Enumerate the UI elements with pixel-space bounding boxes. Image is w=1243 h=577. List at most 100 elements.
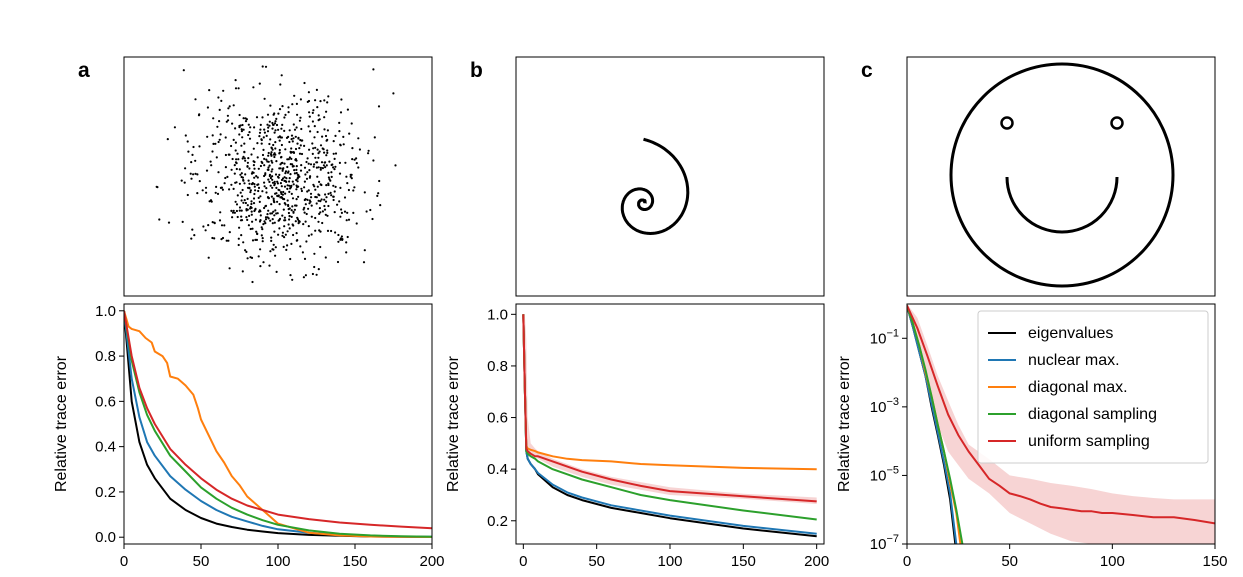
scatter-point [296,239,299,242]
scatter-point [301,139,304,142]
scatter-point [328,160,331,163]
scatter-point [362,261,366,264]
scatter-point [316,175,319,178]
scatter-point [235,167,238,171]
scatter-point [289,173,292,176]
scatter-point [288,180,291,183]
scatter-point [263,97,266,100]
scatter-point [220,186,223,189]
scatter-point [252,86,255,89]
scatter-point [258,82,261,85]
scatter-point [286,230,289,233]
scatter-point [295,232,298,235]
scatter-point [284,233,287,236]
scatter-point [275,186,278,189]
scatter-point [259,195,262,198]
scatter-point [288,177,291,180]
scatter-point [266,213,269,216]
scatter-point [268,264,271,267]
scatter-point [246,197,249,200]
scatter-point [355,157,358,160]
scatter-point [258,200,261,203]
scatter-point [268,120,271,123]
scatter-point [261,240,264,243]
scatter-point [206,135,209,138]
scatter-point [346,235,349,239]
scatter-point [240,234,243,237]
scatter-point [297,195,300,198]
scatter-point [236,194,239,197]
chart-c: 0 50 100 150 10−7 10−5 10−3 10−1 Relative trace … [836,303,1228,570]
scatter-point [190,161,193,164]
scatter-point [290,147,293,150]
scatter-point [323,116,326,119]
scatter-point [311,111,314,114]
scatter-point [234,127,237,130]
smiley-illustration [906,56,1216,297]
scatter-point [213,222,216,225]
y-tick-label: 0.6 [95,393,116,410]
scatter-point [324,256,327,259]
scatter-point [377,105,381,108]
scatter-point [288,140,291,144]
scatter-point [340,211,343,214]
scatter-point [210,200,213,203]
scatter-point [338,121,341,124]
scatter-point [278,203,281,206]
scatter-point [295,188,298,191]
scatter-point [264,218,268,221]
scatter-point [260,234,263,237]
scatter-point [348,132,351,135]
scatter-point [234,141,237,144]
scatter-point [355,162,358,165]
scatter-point [198,180,201,183]
scatter-point [300,189,303,193]
scatter-point [198,145,201,148]
scatter-point [321,135,324,138]
scatter-point [327,176,330,179]
scatter-point [305,177,309,180]
scatter-point [293,169,296,172]
scatter-point [259,248,262,251]
scatter-point [363,191,366,194]
scatter-point [288,156,291,159]
scatter-point [212,117,215,120]
scatter-point [266,130,270,133]
scatter-point [306,198,309,201]
scatter-point [298,152,302,155]
axes-frame [123,303,433,545]
scatter-point [355,222,358,225]
scatter-point [317,152,320,155]
scatter-point [242,117,245,120]
face-outline [949,62,1175,288]
scatter-point [197,114,201,117]
scatter-point [240,172,243,175]
y-tick-label: 10−3 [870,396,899,416]
scatter-point [227,119,230,122]
scatter-point [267,196,270,200]
scatter-point [310,215,313,218]
scatter-point [269,219,272,222]
scatter-point [218,219,222,222]
scatter-point [275,270,278,273]
scatter-point [299,116,302,119]
scatter-point [304,173,307,176]
scatter-point [347,218,351,221]
scatter-point [319,200,322,203]
scatter-point [283,216,286,219]
scatter-point [367,149,370,152]
scatter-point [323,128,326,131]
scatter-point [288,218,291,221]
scatter-point [314,229,317,232]
scatter-point [309,192,313,195]
scatter-point [353,186,356,189]
scatter-point [166,138,169,141]
scatter-point [295,165,298,168]
scatter-point [227,239,230,242]
scatter-point [267,217,270,220]
scatter-point [327,95,330,98]
scatter-point [241,123,244,127]
scatter-point [274,254,277,257]
scatter-point [298,147,301,150]
scatter-point [326,151,329,154]
